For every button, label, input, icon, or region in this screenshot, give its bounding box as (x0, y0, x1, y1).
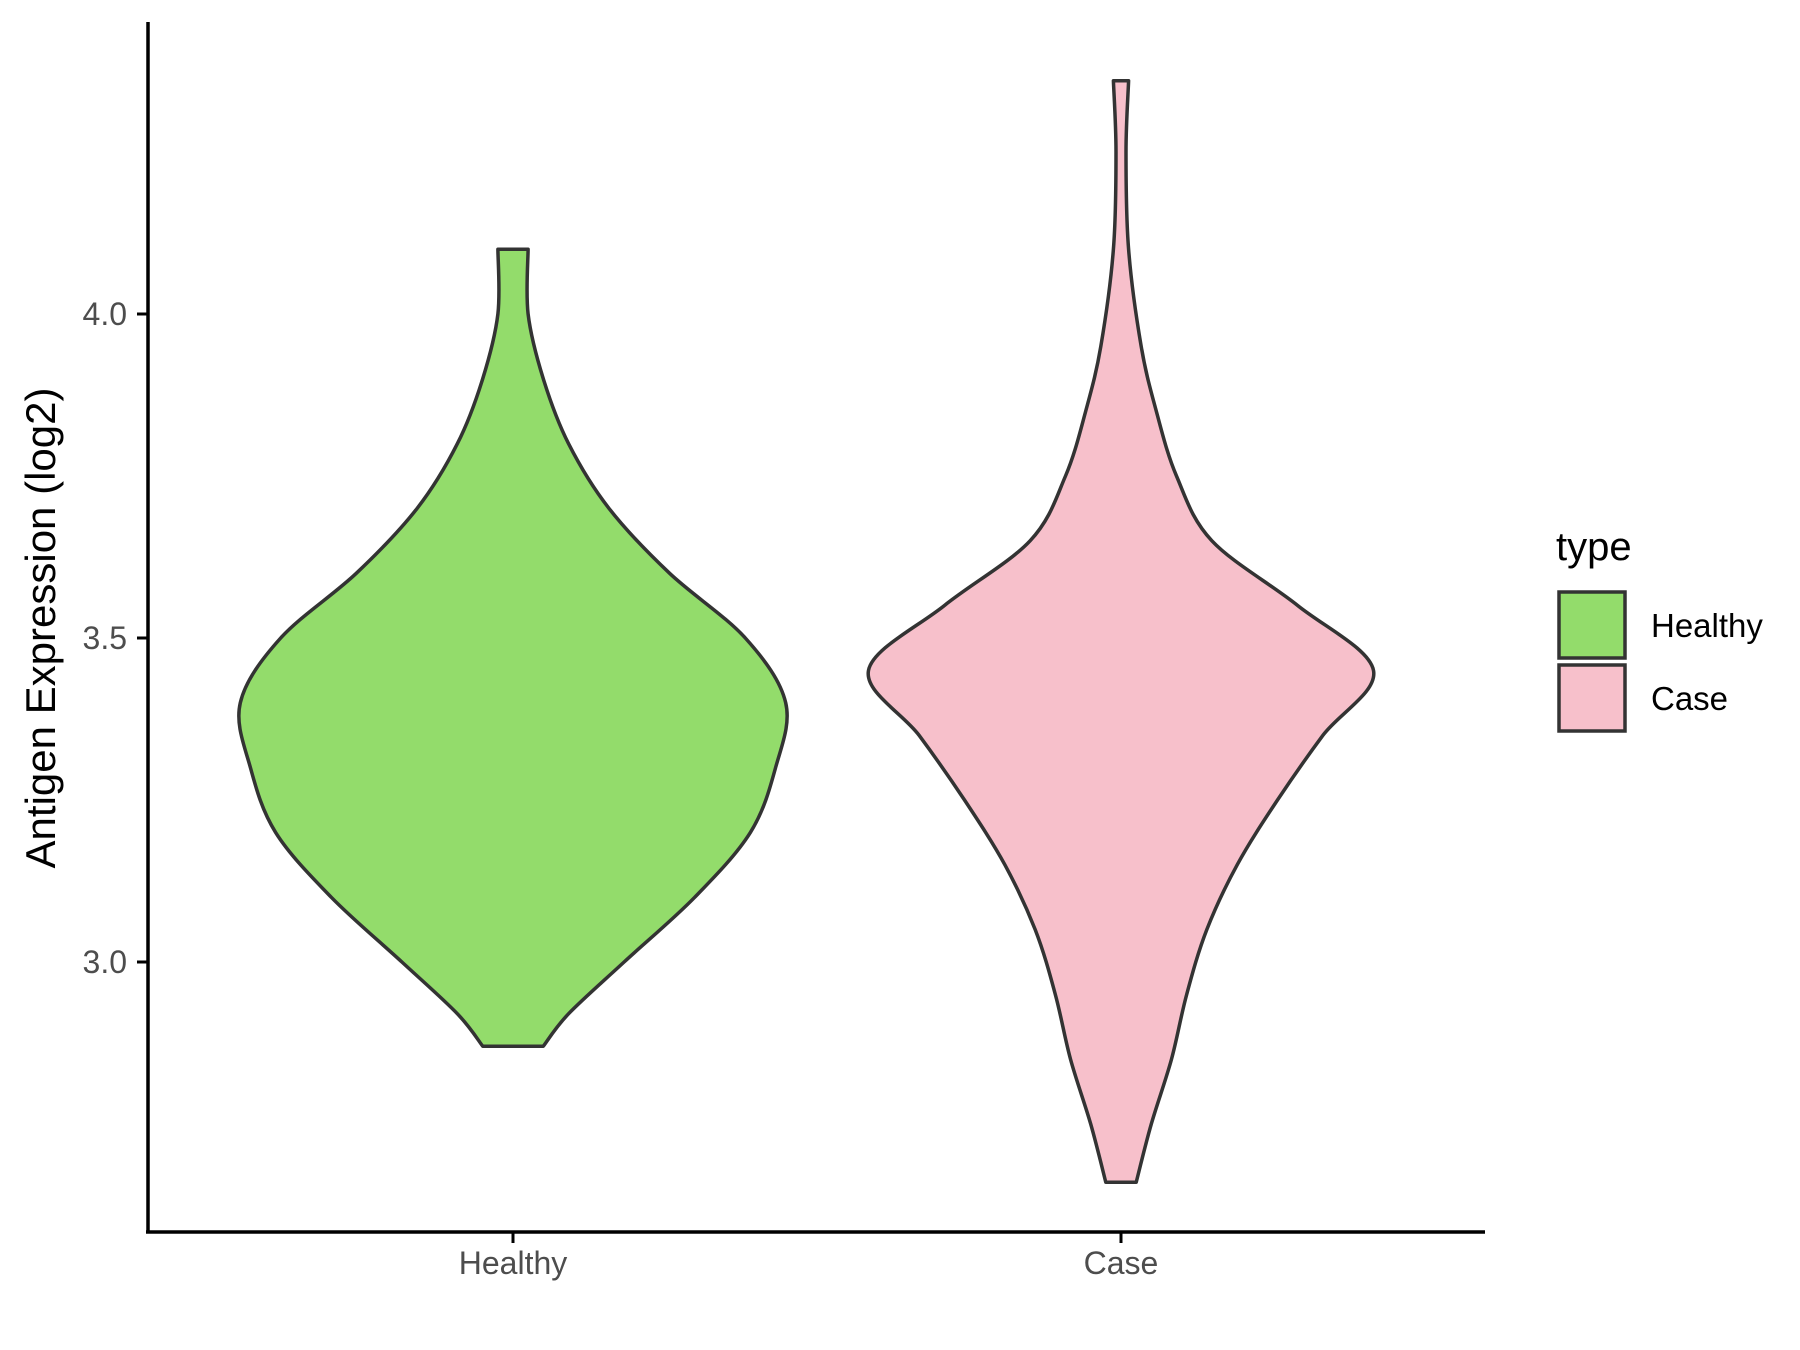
violin-healthy (237, 247, 789, 1048)
plot-panel: 3.0 3.5 4.0 Healthy Case (83, 22, 1485, 1281)
x-tick-label: Case (1084, 1245, 1159, 1281)
legend-label-case: Case (1651, 680, 1728, 717)
legend-key-case (1557, 663, 1627, 733)
legend-label-healthy: Healthy (1651, 607, 1763, 644)
legend: type Healthy Case (1556, 525, 1763, 733)
y-ticks: 3.0 3.5 4.0 (83, 296, 148, 980)
violin-case (866, 78, 1376, 1185)
y-axis-title: Antigen Expression (log2) (17, 388, 64, 869)
y-tick-label: 3.5 (83, 620, 127, 656)
legend-title: type (1556, 525, 1632, 569)
legend-entries: Healthy Case (1557, 590, 1763, 733)
x-tick-label: Healthy (459, 1245, 568, 1281)
y-tick-label: 3.0 (83, 944, 127, 980)
x-ticks: Healthy Case (459, 1232, 1159, 1281)
violins (237, 78, 1376, 1185)
y-tick-label: 4.0 (83, 296, 127, 332)
legend-key-healthy (1557, 590, 1627, 660)
